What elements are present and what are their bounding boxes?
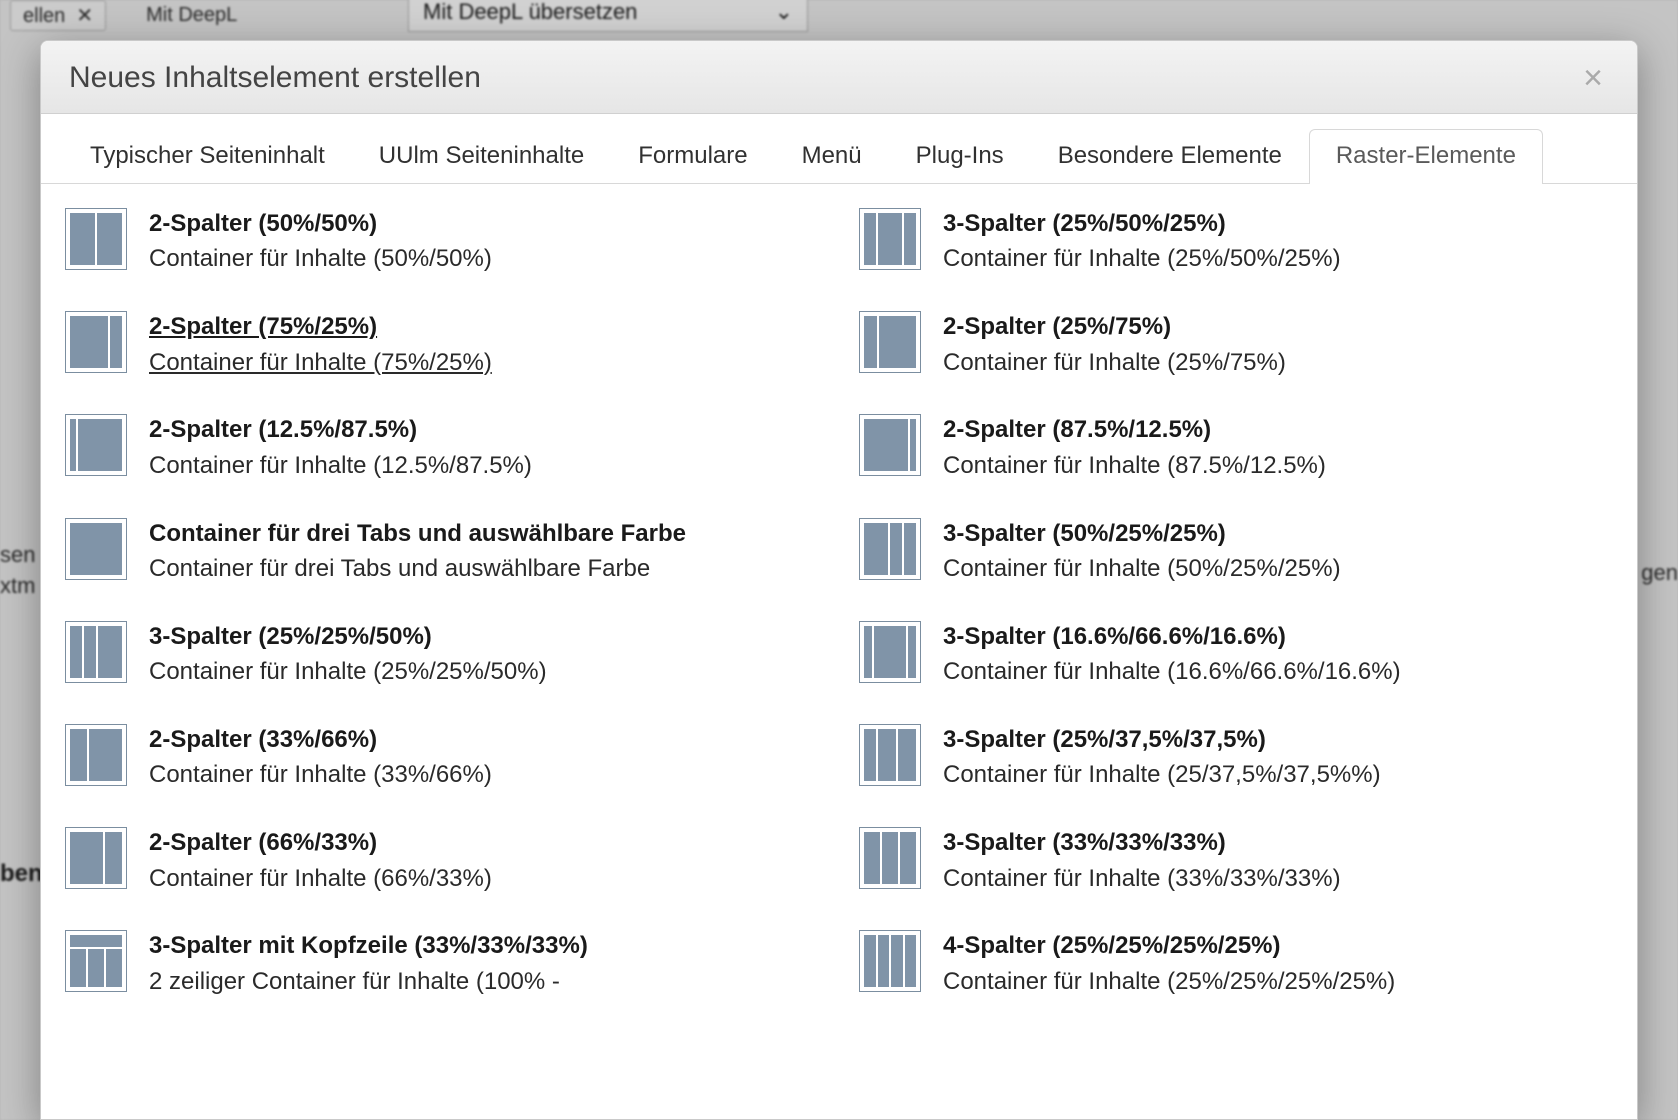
grid-element-title: 2-Spalter (33%/66%): [149, 724, 819, 756]
layout-thumbnail-icon: [859, 930, 921, 992]
grid-element-title: 3-Spalter (25%/50%/25%): [943, 208, 1613, 240]
grid-element-title: 3-Spalter (16.6%/66.6%/16.6%): [943, 621, 1613, 653]
grid-element-description: Container für Inhalte (25%/25%/50%): [149, 655, 819, 690]
grid-element-description: Container für Inhalte (75%/25%): [149, 346, 819, 381]
grid-element-option[interactable]: 2-Spalter (12.5%/87.5%)Container für Inh…: [65, 414, 819, 483]
grid-element-description: Container für Inhalte (33%/33%/33%): [943, 862, 1613, 897]
layout-thumbnail-icon: [65, 311, 127, 373]
grid-element-option[interactable]: 3-Spalter (33%/33%/33%)Container für Inh…: [859, 827, 1613, 896]
tab-raster-elemente[interactable]: Raster-Elemente: [1309, 129, 1543, 184]
grid-element-description: Container für Inhalte (25%/75%): [943, 346, 1613, 381]
grid-element-option[interactable]: 2-Spalter (33%/66%)Container für Inhalte…: [65, 724, 819, 793]
grid-element-description: 2 zeiliger Container für Inhalte (100% -: [149, 965, 819, 1000]
grid-element-option[interactable]: 2-Spalter (87.5%/12.5%)Container für Inh…: [859, 414, 1613, 483]
layout-thumbnail-icon: [65, 724, 127, 786]
tab-men-[interactable]: Menü: [775, 129, 889, 184]
grid-element-description: Container für Inhalte (50%/50%): [149, 242, 819, 277]
layout-thumbnail-icon: [65, 518, 127, 580]
layout-thumbnail-icon: [65, 930, 127, 992]
grid-element-title: 2-Spalter (25%/75%): [943, 311, 1613, 343]
grid-element-description: Container für Inhalte (25/37,5%/37,5%%): [943, 758, 1613, 793]
grid-element-description: Container für Inhalte (12.5%/87.5%): [149, 449, 819, 484]
grid-element-description: Container für Inhalte (50%/25%/25%): [943, 552, 1613, 587]
layout-thumbnail-icon: [859, 414, 921, 476]
layout-thumbnail-icon: [65, 414, 127, 476]
grid-element-option[interactable]: 3-Spalter (25%/37,5%/37,5%)Container für…: [859, 724, 1613, 793]
tab-formulare[interactable]: Formulare: [611, 129, 774, 184]
grid-element-title: 2-Spalter (87.5%/12.5%): [943, 414, 1613, 446]
grid-element-option[interactable]: 2-Spalter (50%/50%)Container für Inhalte…: [65, 208, 819, 277]
grid-element-option[interactable]: 4-Spalter (25%/25%/25%/25%)Container für…: [859, 930, 1613, 999]
grid-element-title: 3-Spalter (25%/37,5%/37,5%): [943, 724, 1613, 756]
grid-element-title: 4-Spalter (25%/25%/25%/25%): [943, 930, 1613, 962]
layout-thumbnail-icon: [859, 827, 921, 889]
layout-thumbnail-icon: [859, 724, 921, 786]
grid-element-option[interactable]: 3-Spalter (25%/25%/50%)Container für Inh…: [65, 621, 819, 690]
grid-element-description: Container für drei Tabs und auswählbare …: [149, 552, 819, 587]
grid-element-title: 3-Spalter mit Kopfzeile (33%/33%/33%): [149, 930, 819, 962]
grid-element-option[interactable]: 2-Spalter (66%/33%)Container für Inhalte…: [65, 827, 819, 896]
grid-element-title: 2-Spalter (50%/50%): [149, 208, 819, 240]
grid-element-option[interactable]: 3-Spalter mit Kopfzeile (33%/33%/33%)2 z…: [65, 930, 819, 999]
grid-element-title: 2-Spalter (12.5%/87.5%): [149, 414, 819, 446]
grid-elements-list: 2-Spalter (50%/50%)Container für Inhalte…: [65, 208, 1613, 1000]
grid-element-option[interactable]: 3-Spalter (16.6%/66.6%/16.6%)Container f…: [859, 621, 1613, 690]
grid-element-description: Container für Inhalte (66%/33%): [149, 862, 819, 897]
grid-element-option[interactable]: 3-Spalter (50%/25%/25%)Container für Inh…: [859, 518, 1613, 587]
tab-plug-ins[interactable]: Plug-Ins: [889, 129, 1031, 184]
grid-element-option[interactable]: 2-Spalter (75%/25%)Container für Inhalte…: [65, 311, 819, 380]
grid-element-option[interactable]: Container für drei Tabs und auswählbare …: [65, 518, 819, 587]
close-icon[interactable]: ×: [1577, 61, 1609, 95]
grid-element-description: Container für Inhalte (25%/25%/25%/25%): [943, 965, 1613, 1000]
layout-thumbnail-icon: [65, 208, 127, 270]
grid-element-description: Container für Inhalte (87.5%/12.5%): [943, 449, 1613, 484]
grid-element-description: Container für Inhalte (16.6%/66.6%/16.6%…: [943, 655, 1613, 690]
layout-thumbnail-icon: [65, 827, 127, 889]
modal-title: Neues Inhaltselement erstellen: [69, 61, 481, 95]
new-content-element-modal: Neues Inhaltselement erstellen × Typisch…: [40, 40, 1638, 1120]
tab-uulm-seiteninhalte[interactable]: UUlm Seiteninhalte: [352, 129, 611, 184]
layout-thumbnail-icon: [65, 621, 127, 683]
modal-body: 2-Spalter (50%/50%)Container für Inhalte…: [41, 184, 1637, 1119]
tabs: Typischer SeiteninhaltUUlm Seiteninhalte…: [41, 114, 1637, 184]
grid-element-title: 3-Spalter (25%/25%/50%): [149, 621, 819, 653]
layout-thumbnail-icon: [859, 621, 921, 683]
grid-element-title: 2-Spalter (75%/25%): [149, 311, 819, 343]
grid-element-title: Container für drei Tabs und auswählbare …: [149, 518, 819, 550]
grid-element-title: 3-Spalter (50%/25%/25%): [943, 518, 1613, 550]
grid-element-title: 3-Spalter (33%/33%/33%): [943, 827, 1613, 859]
layout-thumbnail-icon: [859, 518, 921, 580]
layout-thumbnail-icon: [859, 311, 921, 373]
grid-element-option[interactable]: 3-Spalter (25%/50%/25%)Container für Inh…: [859, 208, 1613, 277]
grid-element-title: 2-Spalter (66%/33%): [149, 827, 819, 859]
grid-element-description: Container für Inhalte (33%/66%): [149, 758, 819, 793]
grid-element-description: Container für Inhalte (25%/50%/25%): [943, 242, 1613, 277]
modal-header: Neues Inhaltselement erstellen ×: [41, 41, 1637, 114]
tab-typischer-seiteninhalt[interactable]: Typischer Seiteninhalt: [63, 129, 352, 184]
layout-thumbnail-icon: [859, 208, 921, 270]
tab-besondere-elemente[interactable]: Besondere Elemente: [1031, 129, 1309, 184]
grid-element-option[interactable]: 2-Spalter (25%/75%)Container für Inhalte…: [859, 311, 1613, 380]
